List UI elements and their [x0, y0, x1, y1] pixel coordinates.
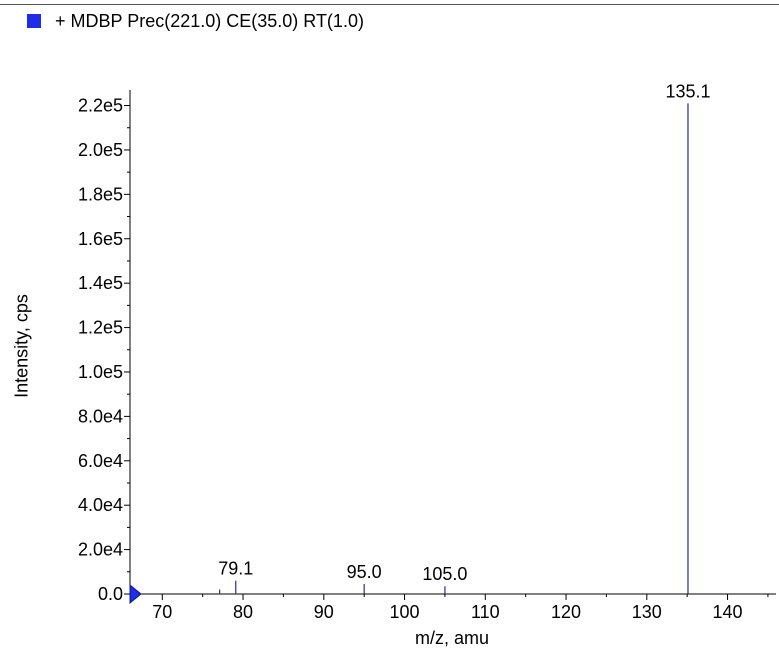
legend: + MDBP Prec(221.0) CE(35.0) RT(1.0) [27, 9, 364, 33]
x-tick-label: 80 [233, 602, 253, 622]
x-tick-label: 110 [471, 602, 500, 622]
x-tick-label: 130 [632, 602, 662, 622]
x-axis-label: m/z, amu [414, 628, 490, 648]
x-tick-label: 100 [390, 602, 420, 622]
y-tick-label: 1.2e5 [78, 318, 123, 338]
x-tick-label: 140 [713, 602, 743, 622]
legend-swatch [27, 14, 41, 28]
y-tick-label: 1.6e5 [78, 229, 123, 249]
legend-label: + MDBP Prec(221.0) CE(35.0) RT(1.0) [55, 10, 364, 31]
x-tick-label: 70 [152, 602, 172, 622]
x-tick-label: 120 [551, 602, 581, 622]
peaks [219, 103, 689, 594]
y-tick-label: 1.4e5 [78, 273, 123, 293]
y-tick-label: 2.0e4 [78, 540, 123, 560]
axes: 70 80 90 100 110 120 130 140 0.0 2.0e4 4.0e4 6.0e4 8… [78, 90, 776, 622]
peak-label: 79.1 [218, 559, 253, 579]
y-tick-label: 6.0e4 [78, 451, 123, 471]
y-tick-label: 1.8e5 [78, 184, 123, 204]
origin-marker [129, 583, 142, 605]
y-tick-label: 4.0e4 [78, 495, 123, 515]
y-tick-label: 1.0e5 [78, 362, 123, 382]
top-border [0, 4, 779, 5]
peak-label: 105.0 [422, 564, 467, 584]
y-tick-label: 2.2e5 [78, 96, 123, 116]
peak-labels: 79.1 95.0 105.0 135.1 [218, 81, 710, 584]
x-tick-label: 90 [314, 602, 334, 622]
y-tick-label: 2.0e5 [78, 140, 123, 160]
peak-label: 95.0 [347, 562, 382, 582]
peak-label: 135.1 [665, 81, 710, 101]
y-tick-label: 8.0e4 [78, 406, 123, 426]
y-tick-label: 0.0 [98, 584, 123, 604]
